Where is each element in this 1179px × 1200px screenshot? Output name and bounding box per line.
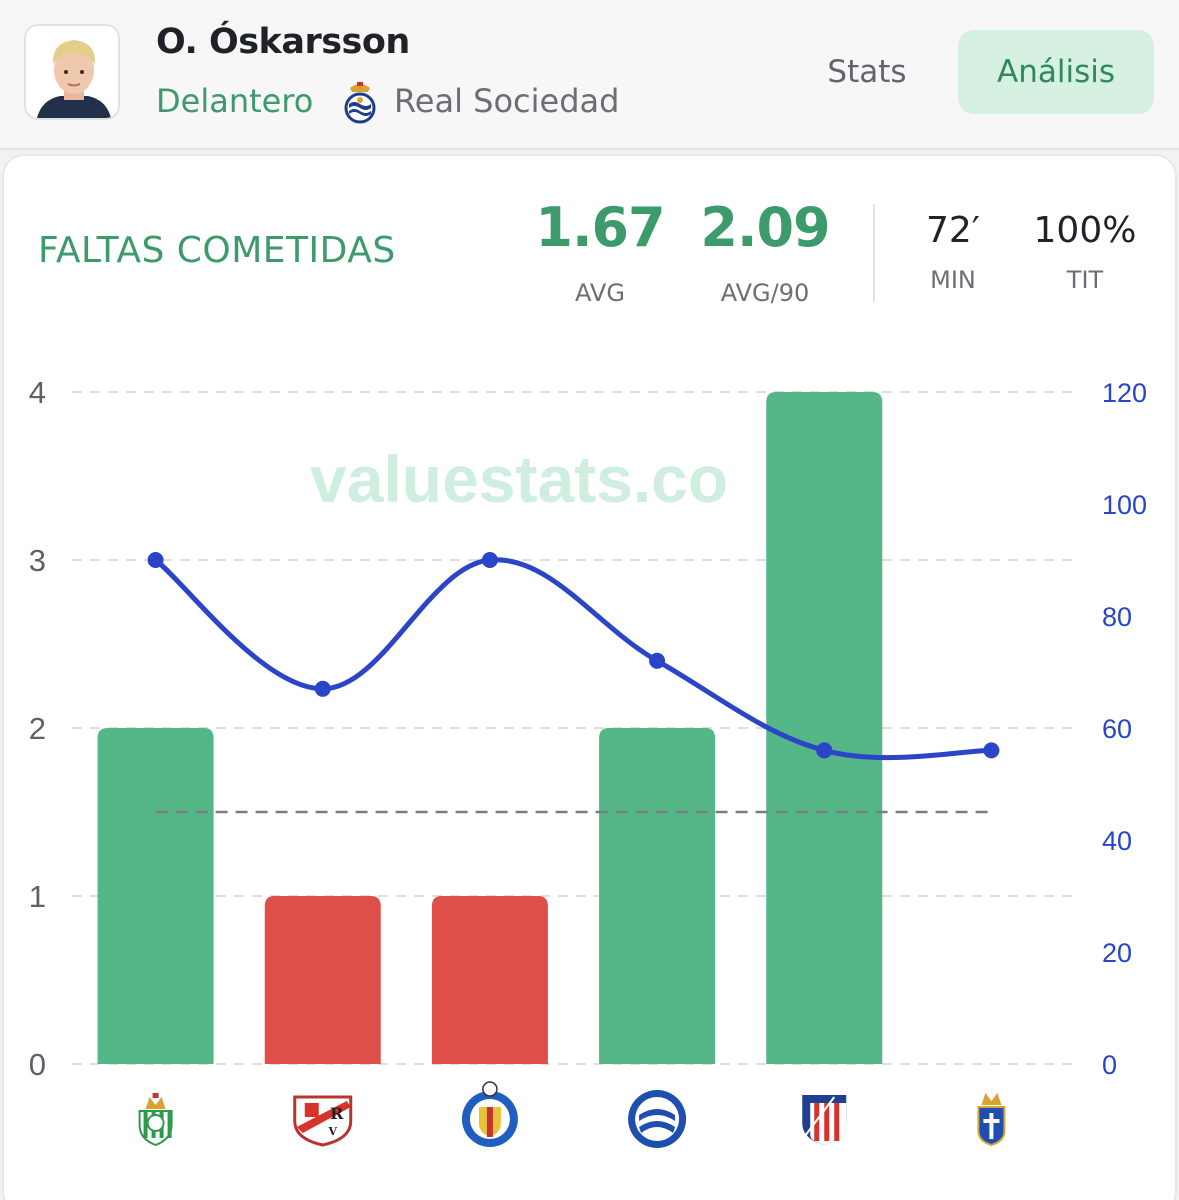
real-sociedad-crest-icon xyxy=(344,82,376,124)
y-tick-label: 3 xyxy=(29,543,46,578)
bar xyxy=(766,392,883,1064)
minutes-point xyxy=(649,652,666,669)
bar xyxy=(97,728,214,1064)
getafe-crest-icon xyxy=(461,1081,518,1147)
minutes-value: 72′ xyxy=(926,210,980,251)
y2-tick-label: 80 xyxy=(1102,602,1132,632)
minutes-label: MIN xyxy=(930,266,976,294)
tab-stats[interactable]: Stats xyxy=(827,54,907,90)
stats-divider xyxy=(873,204,875,302)
y2-tick-label: 20 xyxy=(1102,938,1132,968)
svg-text:V: V xyxy=(327,1125,337,1138)
starter-label: TIT xyxy=(1066,266,1104,294)
player-header: O. Óskarsson Delantero Real Sociedad Sta… xyxy=(0,0,1179,150)
bar xyxy=(431,896,548,1064)
section-title: FALTAS COMETIDAS xyxy=(38,230,396,271)
minutes-point xyxy=(481,552,498,568)
minutes-line xyxy=(153,557,994,761)
avg-label: AVG xyxy=(575,279,625,307)
y-tick-label: 0 xyxy=(29,1047,46,1082)
avg90-label: AVG/90 xyxy=(720,279,810,307)
rayo-crest-icon: RV xyxy=(293,1095,353,1147)
avg90-value: 2.09 xyxy=(700,196,830,259)
watermark: valuestats.co xyxy=(310,442,728,516)
club-name: Real Sociedad xyxy=(394,82,620,120)
minutes-point xyxy=(147,552,164,568)
bar xyxy=(264,896,381,1064)
starter-value: 100% xyxy=(1033,210,1137,251)
minutes-point xyxy=(314,680,331,697)
y2-tick-label: 0 xyxy=(1102,1050,1117,1080)
y-tick-label: 2 xyxy=(29,711,46,746)
y-tick-label: 1 xyxy=(29,879,46,914)
avg-value: 1.67 xyxy=(535,196,665,259)
atletico-crest-icon xyxy=(802,1095,847,1145)
y2-tick-label: 60 xyxy=(1102,714,1132,744)
player-position: Delantero xyxy=(156,82,314,120)
y2-tick-label: 120 xyxy=(1102,378,1147,408)
svg-text:R: R xyxy=(330,1104,344,1123)
y2-tick-label: 100 xyxy=(1102,490,1147,520)
oviedo-crest-icon xyxy=(977,1093,1006,1147)
player-name: O. Óskarsson xyxy=(156,22,410,62)
alaves-crest-icon xyxy=(628,1090,687,1148)
player-avatar xyxy=(24,24,120,120)
betis-crest-icon xyxy=(138,1093,173,1147)
y2-tick-label: 40 xyxy=(1102,826,1132,856)
minutes-point xyxy=(816,742,833,759)
bar xyxy=(599,728,716,1064)
minutes-point xyxy=(983,742,1000,759)
y-tick-label: 4 xyxy=(29,375,46,410)
tab-analisis[interactable]: Análisis xyxy=(958,30,1154,114)
